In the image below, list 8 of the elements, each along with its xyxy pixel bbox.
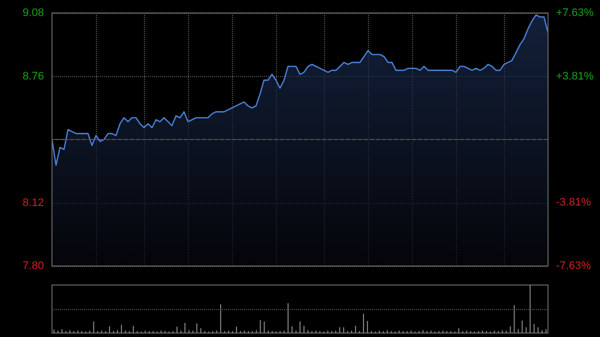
y2-tick-label: -7.63% (556, 260, 592, 272)
y2-tick-label: -3.81% (556, 196, 592, 209)
y-tick-label: 8.12 (22, 196, 44, 209)
y-tick-label: 8.76 (22, 70, 44, 82)
y2-tick-label: +7.63% (556, 7, 594, 19)
y-tick-label: 9.08 (22, 7, 44, 19)
y2-tick-label: +3.81% (556, 70, 594, 82)
y-tick-label: 7.80 (22, 260, 44, 272)
